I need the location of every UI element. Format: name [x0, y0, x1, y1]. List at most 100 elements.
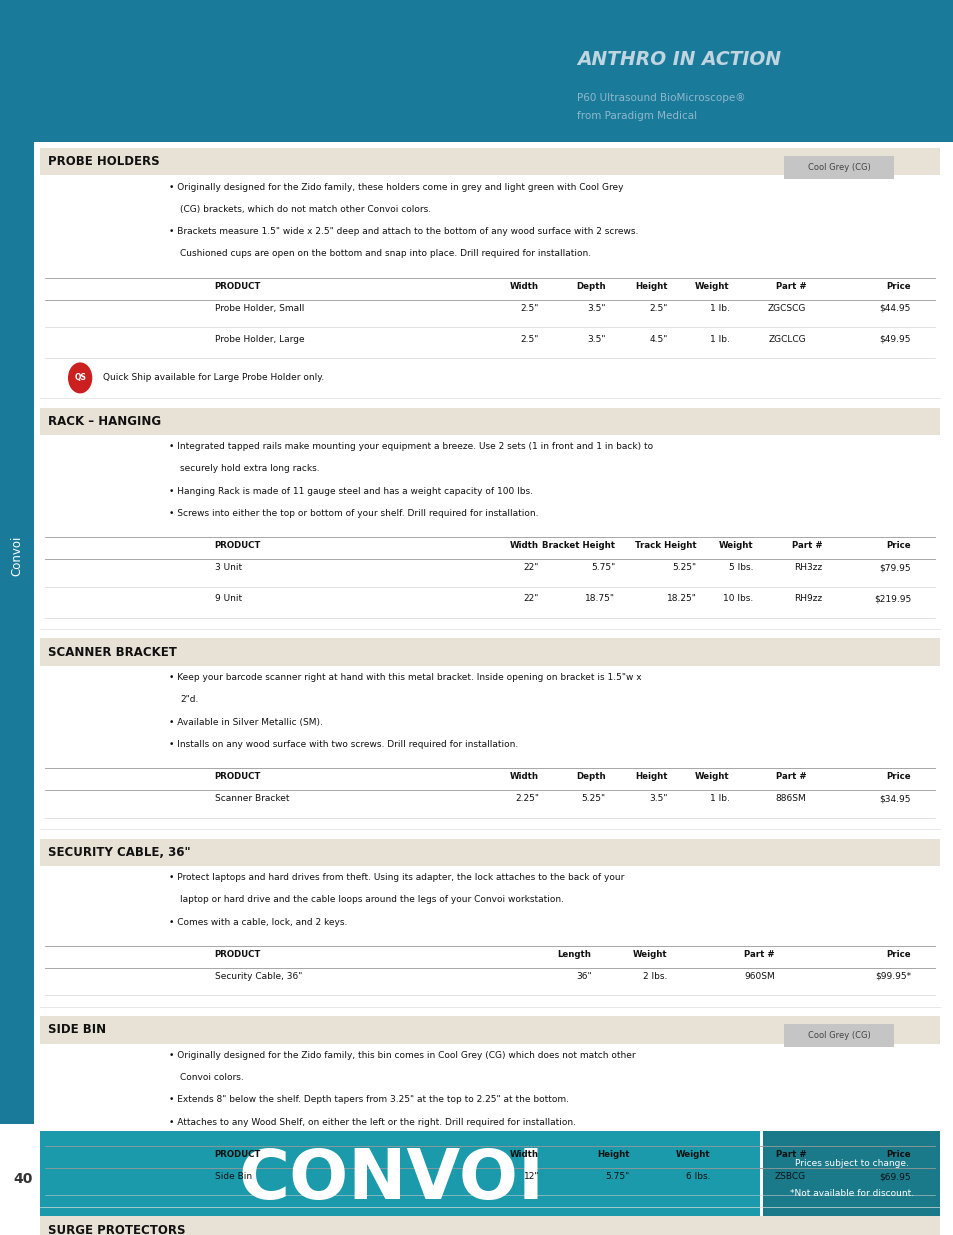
Text: Weight: Weight	[695, 282, 729, 290]
Text: 5.75": 5.75"	[591, 563, 615, 572]
Text: 3.5": 3.5"	[587, 304, 605, 312]
Text: 5.25": 5.25"	[581, 794, 605, 803]
Text: Scanner Bracket: Scanner Bracket	[214, 794, 289, 803]
Text: Convoi colors.: Convoi colors.	[180, 1073, 244, 1082]
Text: ZGCLCG: ZGCLCG	[768, 335, 805, 343]
Text: Price: Price	[885, 772, 910, 781]
Text: Price: Price	[885, 950, 910, 958]
Text: Width: Width	[510, 282, 538, 290]
Text: 2"d.: 2"d.	[180, 695, 198, 704]
Text: ZSBCG: ZSBCG	[774, 1172, 805, 1181]
Text: $79.95: $79.95	[879, 563, 910, 572]
Text: Depth: Depth	[576, 282, 605, 290]
Text: Price: Price	[885, 541, 910, 550]
Text: $34.95: $34.95	[879, 794, 910, 803]
Bar	[40, 1016, 939, 1044]
Text: • Hanging Rack is made of 11 gauge steel and has a weight capacity of 100 lbs.: • Hanging Rack is made of 11 gauge steel…	[169, 487, 533, 495]
Text: Height: Height	[597, 1150, 629, 1158]
Text: 36": 36"	[576, 972, 591, 981]
Bar	[0, 0, 34, 1124]
Text: 2 lbs.: 2 lbs.	[642, 972, 667, 981]
Text: 6 lbs.: 6 lbs.	[685, 1172, 710, 1181]
Text: SURGE PROTECTORS: SURGE PROTECTORS	[48, 1224, 185, 1235]
Text: 2.5": 2.5"	[649, 304, 667, 312]
Text: Part #: Part #	[791, 541, 821, 550]
Text: 886SM: 886SM	[775, 794, 805, 803]
Text: 12": 12"	[523, 1172, 538, 1181]
Text: PROBE HOLDERS: PROBE HOLDERS	[48, 156, 159, 168]
Text: Part #: Part #	[775, 772, 805, 781]
Text: Width: Width	[510, 772, 538, 781]
Text: Security Cable, 36": Security Cable, 36"	[214, 972, 302, 981]
Circle shape	[69, 363, 91, 393]
Text: • Keep your barcode scanner right at hand with this metal bracket. Inside openin: • Keep your barcode scanner right at han…	[169, 673, 640, 682]
Bar	[40, 1131, 760, 1228]
Text: Height: Height	[635, 282, 667, 290]
Bar	[762, 1131, 939, 1228]
Text: Convoi: Convoi	[10, 536, 24, 576]
Text: • Extends 8" below the shelf. Depth tapers from 3.25" at the top to 2.25" at the: • Extends 8" below the shelf. Depth tape…	[169, 1095, 568, 1104]
Text: Width: Width	[510, 541, 538, 550]
Text: Weight: Weight	[719, 541, 753, 550]
Text: $49.95: $49.95	[879, 335, 910, 343]
Bar	[40, 839, 939, 866]
Text: • Comes with a cable, lock, and 2 keys.: • Comes with a cable, lock, and 2 keys.	[169, 918, 347, 926]
Text: Weight: Weight	[633, 950, 667, 958]
Text: Bracket Height: Bracket Height	[541, 541, 615, 550]
Text: securely hold extra long racks.: securely hold extra long racks.	[180, 464, 319, 473]
Text: Cool Grey (CG): Cool Grey (CG)	[807, 1031, 869, 1040]
Text: CONVOI: CONVOI	[238, 1146, 543, 1213]
Text: ANTHRO IN ACTION: ANTHRO IN ACTION	[577, 49, 781, 69]
Text: Weight: Weight	[676, 1150, 710, 1158]
Text: 2.5": 2.5"	[520, 335, 538, 343]
Text: RH9zz: RH9zz	[793, 594, 821, 603]
Text: 3.5": 3.5"	[649, 794, 667, 803]
Text: Depth: Depth	[576, 772, 605, 781]
Text: Quick Ship available for Large Probe Holder only.: Quick Ship available for Large Probe Hol…	[103, 373, 324, 383]
Text: 4.5": 4.5"	[649, 335, 667, 343]
Text: *Not available for discount.: *Not available for discount.	[789, 1188, 913, 1198]
Text: Part #: Part #	[775, 282, 805, 290]
Text: 10 lbs.: 10 lbs.	[722, 594, 753, 603]
Text: Part #: Part #	[743, 950, 774, 958]
Text: • Attaches to any Wood Shelf, on either the left or the right. Drill required fo: • Attaches to any Wood Shelf, on either …	[169, 1118, 576, 1126]
Bar	[783, 1024, 893, 1047]
Text: from Paradigm Medical: from Paradigm Medical	[577, 111, 697, 121]
Text: Probe Holder, Small: Probe Holder, Small	[214, 304, 304, 312]
Text: P60 Ultrasound BioMicroscope®: P60 Ultrasound BioMicroscope®	[577, 93, 745, 103]
Text: Probe Holder, Large: Probe Holder, Large	[214, 335, 304, 343]
Bar	[0, 0, 953, 142]
Text: 3.5": 3.5"	[587, 335, 605, 343]
Text: Track Height: Track Height	[634, 541, 696, 550]
Text: 22": 22"	[523, 594, 538, 603]
Text: (CG) brackets, which do not match other Convoi colors.: (CG) brackets, which do not match other …	[180, 205, 431, 214]
Text: SCANNER BRACKET: SCANNER BRACKET	[48, 646, 176, 658]
Text: $99.95*: $99.95*	[874, 972, 910, 981]
Text: PRODUCT: PRODUCT	[214, 772, 261, 781]
Text: • Originally designed for the Zido family, these holders come in grey and light : • Originally designed for the Zido famil…	[169, 183, 622, 191]
Text: PRODUCT: PRODUCT	[214, 1150, 261, 1158]
Text: 5.75": 5.75"	[605, 1172, 629, 1181]
Text: 1 lb.: 1 lb.	[709, 335, 729, 343]
Text: 18.75": 18.75"	[585, 594, 615, 603]
Bar	[783, 156, 893, 179]
Bar	[40, 638, 939, 666]
Text: Price: Price	[885, 1150, 910, 1158]
Text: 1 lb.: 1 lb.	[709, 794, 729, 803]
Text: 5 lbs.: 5 lbs.	[728, 563, 753, 572]
Text: 1 lb.: 1 lb.	[709, 304, 729, 312]
Text: 960SM: 960SM	[743, 972, 774, 981]
Text: laptop or hard drive and the cable loops around the legs of your Convoi workstat: laptop or hard drive and the cable loops…	[180, 895, 564, 904]
Text: RH3zz: RH3zz	[793, 563, 821, 572]
Text: • Installs on any wood surface with two screws. Drill required for installation.: • Installs on any wood surface with two …	[169, 740, 517, 748]
Text: 18.25": 18.25"	[666, 594, 696, 603]
Text: SECURITY CABLE, 36": SECURITY CABLE, 36"	[48, 846, 191, 858]
Text: • Brackets measure 1.5" wide x 2.5" deep and attach to the bottom of any wood su: • Brackets measure 1.5" wide x 2.5" deep…	[169, 227, 638, 236]
Text: PRODUCT: PRODUCT	[214, 541, 261, 550]
Text: QS: QS	[74, 373, 86, 383]
Text: 22": 22"	[523, 563, 538, 572]
Text: $219.95: $219.95	[873, 594, 910, 603]
Text: RACK – HANGING: RACK – HANGING	[48, 415, 161, 427]
Bar	[40, 408, 939, 435]
Text: 9 Unit: 9 Unit	[214, 594, 241, 603]
